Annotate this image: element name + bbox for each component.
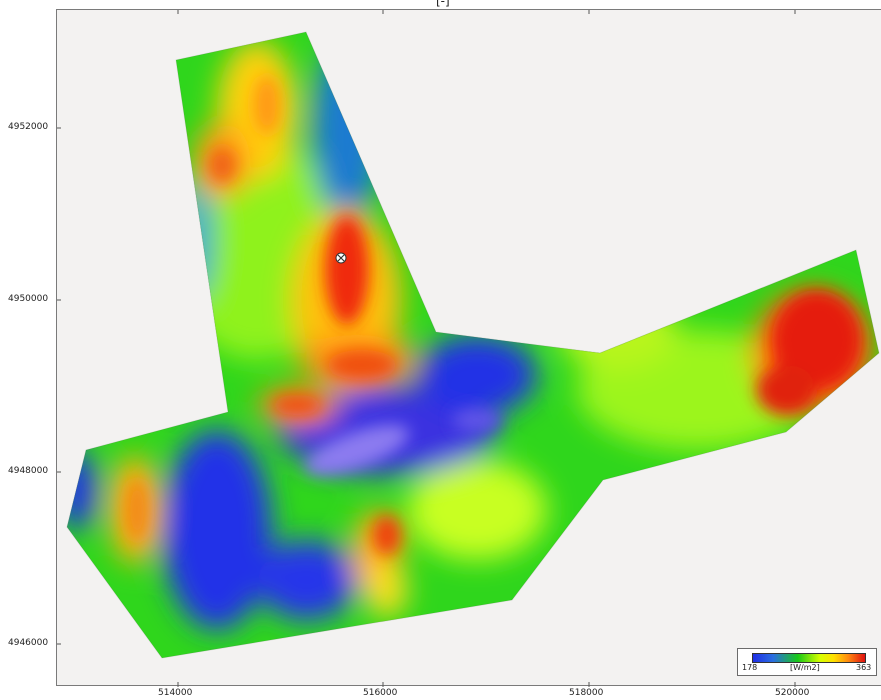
heatmap-svg [66,31,880,659]
legend-unit-label: [W/m2] [790,663,820,672]
y-tick-label: 4946000 [8,638,49,648]
x-tick-label: 520000 [775,688,810,698]
top-label: [-] [436,0,450,8]
x-tick-label: 518000 [569,688,604,698]
map-plot-area[interactable] [56,9,881,687]
cursor-pin-icon[interactable] [335,252,347,264]
y-tick-label: 4950000 [8,294,49,304]
survey-boundary [66,31,880,659]
color-scale-bar [752,653,866,663]
legend-max-label: 363 [856,663,872,672]
color-scale-legend: 178 [W/m2] 363 [737,648,877,676]
legend-min-label: 178 [742,663,758,672]
y-tick-label: 4952000 [8,122,49,132]
x-tick-label: 516000 [363,688,398,698]
x-tick-label: 514000 [158,688,193,698]
heatmap-field [67,32,879,658]
y-tick-label: 4948000 [8,466,49,476]
